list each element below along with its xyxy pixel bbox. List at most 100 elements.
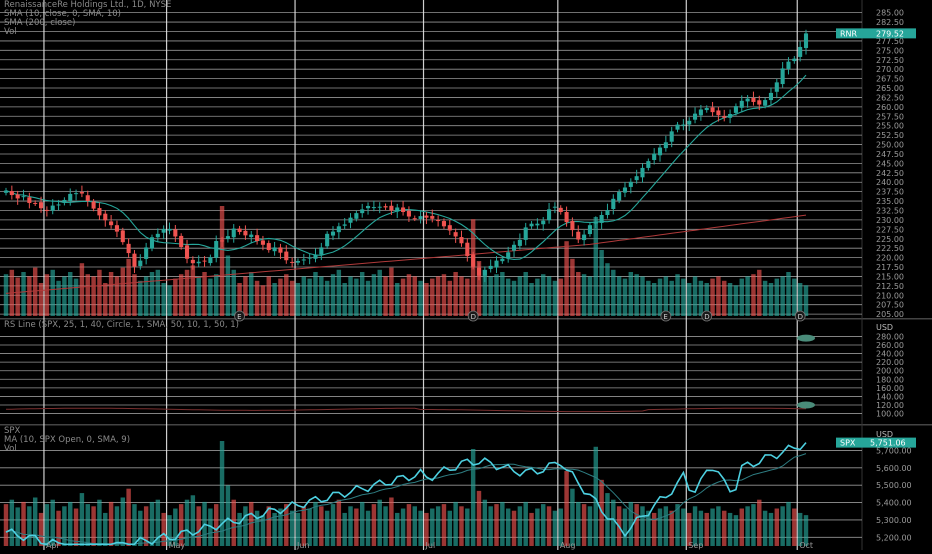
- volume-bar: [757, 269, 762, 316]
- spx-price-badge: [836, 437, 916, 448]
- candle-body: [44, 209, 49, 211]
- volume-bar: [3, 274, 9, 316]
- candle: [739, 95, 744, 113]
- candle: [354, 210, 359, 222]
- price-tick-label: 242.50: [876, 169, 904, 178]
- volume-bar: [797, 283, 803, 316]
- candle: [605, 203, 610, 219]
- price-tick-label: 220.00: [876, 254, 904, 263]
- last-price-value: 279.52: [876, 29, 904, 38]
- spx-volume-bar: [44, 504, 50, 546]
- volume-bar: [249, 272, 254, 316]
- volume-bar: [511, 280, 517, 316]
- volume-bar: [628, 272, 634, 316]
- volume-bar: [114, 276, 120, 316]
- volume-bar: [786, 272, 791, 316]
- volume-bar: [646, 280, 651, 316]
- volume-bar: [27, 276, 32, 316]
- candle-body: [68, 193, 73, 202]
- volume-bar: [581, 274, 587, 316]
- legend-vol: Vol: [4, 27, 17, 37]
- volume-bar: [529, 283, 534, 316]
- candle: [768, 87, 774, 105]
- spx-volume-bar: [126, 488, 131, 546]
- volume-bar: [406, 274, 412, 316]
- spx-volume-bar: [797, 512, 803, 546]
- candle-body: [803, 33, 809, 49]
- candle-body: [208, 257, 213, 264]
- spx-volume-bar: [570, 488, 575, 546]
- spx-volume-bar: [435, 506, 441, 546]
- candle-body: [716, 110, 721, 116]
- candle: [138, 254, 143, 270]
- volume-bar: [103, 283, 108, 316]
- candle-body: [652, 153, 657, 160]
- candle-body: [360, 209, 365, 214]
- candle: [646, 158, 651, 171]
- spx-volume-bar: [757, 499, 762, 546]
- price-tick-label: 215.00: [876, 272, 904, 281]
- candle: [237, 225, 242, 235]
- candle: [774, 78, 779, 99]
- candle: [582, 230, 587, 246]
- volume-bar: [669, 280, 674, 316]
- volume-bar: [745, 276, 750, 316]
- price-tick-label: 255.00: [876, 122, 904, 131]
- spx-volume-bar: [634, 504, 639, 546]
- price-tick-label: 212.50: [876, 282, 904, 291]
- volume-bar: [774, 278, 780, 316]
- volume-bar: [50, 269, 55, 316]
- candle-body: [342, 224, 347, 226]
- price-tick-label: 207.50: [876, 301, 904, 310]
- candle: [622, 182, 628, 198]
- candle: [798, 41, 803, 62]
- candle-body: [552, 206, 557, 208]
- event-marker-label: D: [471, 313, 476, 321]
- candle-body: [570, 221, 575, 231]
- candle: [278, 243, 283, 260]
- volume-bar: [558, 278, 563, 316]
- spx-volume-bar: [511, 510, 517, 546]
- candle: [459, 230, 464, 247]
- candle: [704, 105, 709, 113]
- spx-volume-bar: [85, 504, 90, 546]
- volume-bar: [56, 280, 61, 316]
- candle: [401, 201, 406, 216]
- candle: [751, 91, 756, 106]
- price-tick-label: 285.00: [876, 9, 904, 18]
- volume-bar: [488, 276, 493, 316]
- candle: [634, 169, 639, 184]
- volume-bar: [762, 280, 768, 316]
- candle-body: [768, 92, 774, 101]
- spx-volume-bar: [383, 506, 388, 546]
- rs-tick-label: 180.00: [876, 375, 904, 384]
- candle-body: [733, 106, 738, 113]
- spx-volume-bar: [441, 504, 447, 546]
- spx-volume-bar: [272, 512, 277, 546]
- event-marker: [660, 310, 672, 322]
- candle: [173, 224, 178, 242]
- candle-body: [517, 239, 522, 246]
- volume-bar: [657, 278, 663, 316]
- event-marker: [234, 310, 245, 322]
- volume-bar: [225, 255, 231, 316]
- volume-bar: [412, 276, 417, 316]
- candle-body: [465, 242, 470, 257]
- spx-volume-bar: [50, 499, 55, 546]
- candle: [243, 225, 248, 240]
- candle-body: [21, 196, 26, 198]
- volume-bar: [237, 283, 242, 316]
- candle-body: [3, 190, 9, 193]
- spx-volume-bar: [488, 506, 493, 546]
- rs-tick-label: 260.00: [876, 341, 904, 350]
- candle: [693, 107, 698, 124]
- volume-bar: [196, 276, 201, 316]
- spx-axis-currency: USD: [876, 430, 893, 439]
- candle-body: [634, 176, 639, 181]
- candle-body: [745, 98, 750, 102]
- spx-legend: SPX MA (10, SPX Open, 0, SMA, 9) Vol: [4, 427, 130, 454]
- rs-tick-label: 280.00: [876, 332, 904, 341]
- rs-tick-label: 240.00: [876, 350, 904, 359]
- volume-bar: [651, 283, 657, 316]
